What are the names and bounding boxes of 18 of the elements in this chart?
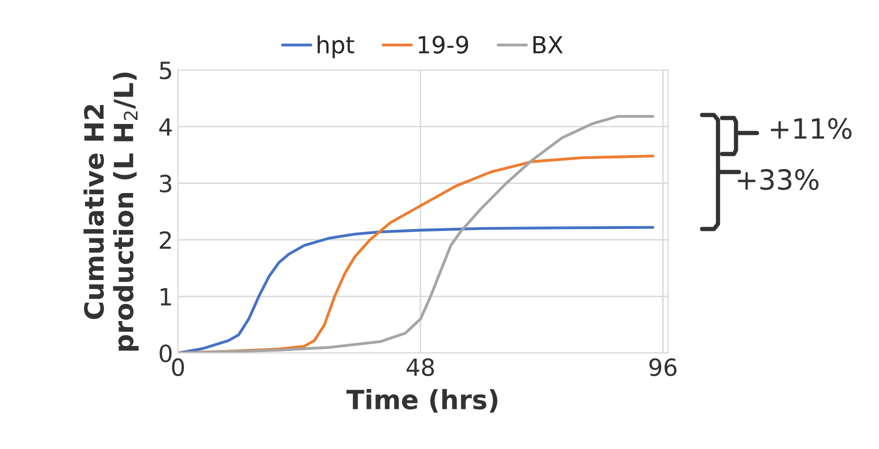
y-tick-label: 4 xyxy=(159,118,172,136)
y-tick-label: 1 xyxy=(160,288,171,306)
y-tick-label: 5 xyxy=(160,62,172,80)
x-tick-label: 0 xyxy=(172,358,184,376)
x-tick-label: 96 xyxy=(649,358,676,376)
legend-label: 19-9 xyxy=(418,36,468,54)
legend-label: hpt xyxy=(318,35,354,58)
text: +33% xyxy=(738,169,818,190)
y-axis-title: Cumulative H2 production (L H$_{2}$/L) xyxy=(84,72,139,351)
text: +11% xyxy=(770,118,852,140)
legend-label: BX xyxy=(533,36,563,54)
y-tick-label: 0 xyxy=(160,344,172,362)
x-tick-label: 48 xyxy=(406,358,434,376)
x-axis-title: Time (hrs) xyxy=(346,389,498,413)
line-series xyxy=(178,115,654,353)
y-tick-label: 3 xyxy=(160,174,172,193)
line-series xyxy=(178,226,654,353)
y-tick-label: 2 xyxy=(160,231,171,249)
